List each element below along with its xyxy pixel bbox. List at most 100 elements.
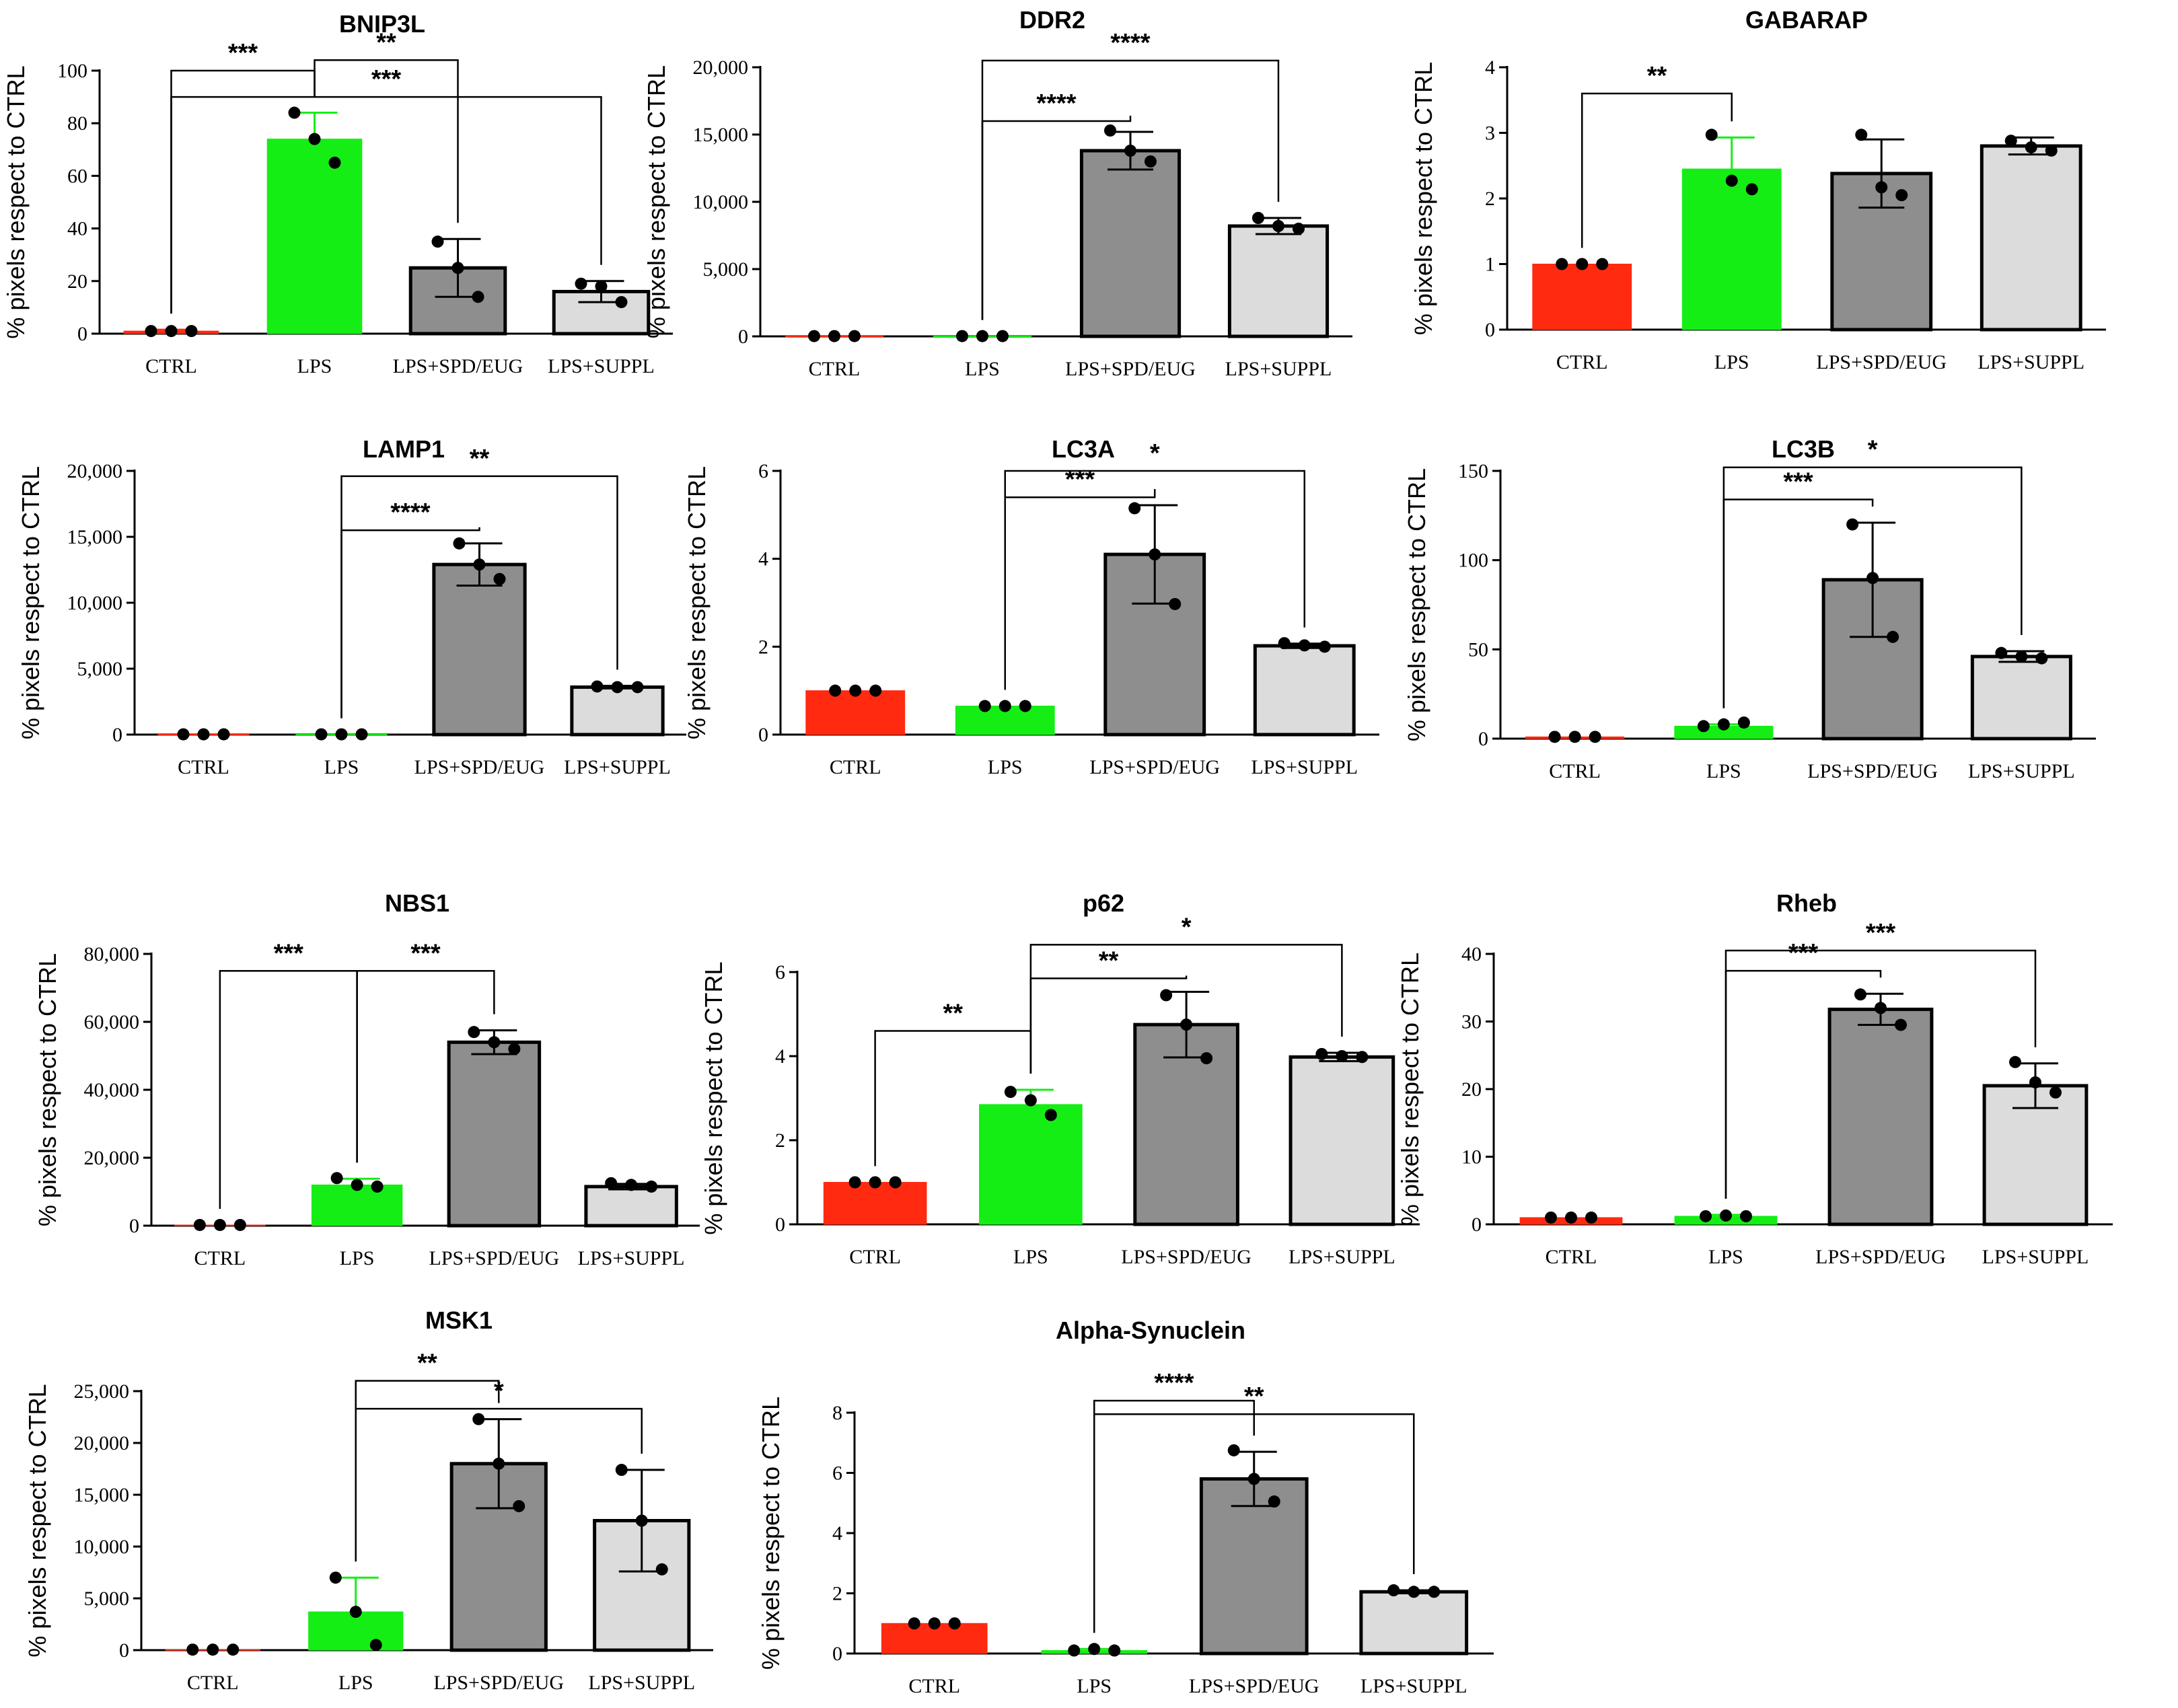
- x-tick-label: LPS+SPD/EUG: [1189, 1675, 1319, 1697]
- y-tick-label: 25,000: [74, 1380, 130, 1403]
- bar-lps-spd-eug: [432, 562, 527, 737]
- y-tick-label: 0: [77, 323, 87, 345]
- data-point: [908, 1617, 920, 1630]
- x-tick-label: LPS: [1708, 1246, 1743, 1268]
- x-tick-label: CTRL: [1556, 351, 1608, 373]
- y-tick-label: 10,000: [67, 592, 123, 614]
- y-tick-label: 0: [119, 1639, 129, 1662]
- x-tick-label: LPS+SPD/EUG: [1065, 358, 1196, 380]
- data-point: [431, 235, 444, 248]
- significance-label: ***: [274, 939, 304, 967]
- x-tick-label: CTRL: [849, 1246, 901, 1268]
- chart-panel-msk1: MSK1 % pixels respect to CTRL 0 5,000 10,000…: [24, 1306, 713, 1694]
- data-point: [635, 1514, 648, 1527]
- x-tick-label: LPS+SPD/EUG: [433, 1672, 564, 1694]
- chart-title: LC3A: [1052, 435, 1115, 463]
- y-tick-label: 2: [1485, 188, 1495, 210]
- data-point: [1044, 1109, 1057, 1121]
- x-tick-label: LPS+SPD/EUG: [414, 756, 545, 778]
- x-tick-label: LPS+SPD/EUG: [1089, 756, 1220, 778]
- significance-label: **: [376, 28, 396, 57]
- data-point: [468, 1026, 480, 1039]
- data-point: [848, 330, 861, 342]
- data-point: [1293, 223, 1305, 235]
- data-point: [1336, 1050, 1348, 1062]
- y-axis-label: % pixels respect to CTRL: [700, 961, 727, 1234]
- significance-label: **: [1647, 62, 1667, 90]
- data-point: [1247, 1473, 1260, 1485]
- data-point: [1019, 700, 1031, 712]
- bar-lps-spd-eug: [1827, 1007, 1934, 1226]
- y-tick-label: 2: [775, 1129, 785, 1152]
- x-tick-label: LPS: [965, 358, 1000, 380]
- significance-bracket: [1093, 1413, 1415, 1633]
- y-tick-label: 0: [1472, 1214, 1482, 1236]
- data-point: [177, 728, 190, 741]
- data-point: [493, 1457, 505, 1470]
- x-tick-label: LPS: [338, 1672, 373, 1694]
- x-tick-label: LPS+SPD/EUG: [1815, 1246, 1946, 1268]
- significance-label: ****: [1110, 29, 1150, 57]
- x-tick-label: LPS+SPD/EUG: [393, 355, 523, 377]
- data-point: [1568, 731, 1581, 743]
- y-tick-label: 20,000: [67, 460, 123, 482]
- significance-bracket: [1722, 498, 1874, 708]
- bar-lps-suppl: [1288, 1055, 1395, 1226]
- data-point: [488, 1036, 501, 1049]
- data-point: [330, 1172, 343, 1185]
- y-tick-label: 3: [1485, 122, 1495, 145]
- chart-title: BNIP3L: [339, 10, 425, 38]
- data-point: [869, 684, 882, 697]
- y-tick-label: 1: [1485, 254, 1495, 276]
- x-tick-label: LPS+SUPPL: [1982, 1246, 2089, 1268]
- data-point: [889, 1176, 902, 1189]
- y-axis-label: % pixels respect to CTRL: [1410, 62, 1437, 335]
- data-point: [193, 1218, 206, 1231]
- data-point: [217, 728, 230, 741]
- x-tick-label: LPS: [324, 756, 359, 778]
- data-point: [829, 684, 842, 697]
- bar-lps: [979, 1104, 1083, 1225]
- x-tick-label: LPS: [340, 1247, 375, 1269]
- x-tick-label: LPS+SUPPL: [564, 756, 671, 778]
- y-tick-label: 0: [129, 1215, 139, 1237]
- data-point: [1887, 630, 1899, 643]
- y-tick-label: 30: [1461, 1011, 1482, 1033]
- data-point: [227, 1643, 240, 1656]
- y-axis-label: % pixels respect to CTRL: [2, 65, 30, 338]
- data-point: [615, 1464, 628, 1477]
- data-point: [1160, 989, 1173, 1002]
- data-point: [349, 1606, 362, 1619]
- data-point: [2029, 1076, 2041, 1088]
- data-point: [1268, 1495, 1280, 1508]
- significance-label: ****: [1154, 1369, 1194, 1397]
- data-point: [1589, 731, 1601, 743]
- significance-label: ***: [1866, 919, 1896, 947]
- data-point: [1408, 1586, 1420, 1598]
- data-point: [1272, 220, 1284, 232]
- bar-lps-suppl: [1359, 1590, 1469, 1656]
- data-point: [849, 684, 862, 697]
- data-point: [1169, 597, 1182, 610]
- significance-label: *: [1150, 439, 1160, 468]
- y-tick-label: 0: [1478, 728, 1488, 750]
- bar-lps-spd-eug: [408, 266, 507, 336]
- data-point: [451, 262, 464, 274]
- y-axis-label: % pixels respect to CTRL: [1396, 953, 1424, 1226]
- bar-ctrl: [805, 690, 906, 735]
- y-tick-label: 0: [1485, 319, 1495, 341]
- x-tick-label: LPS: [297, 355, 332, 377]
- y-tick-label: 20: [1461, 1078, 1482, 1101]
- data-point: [631, 681, 644, 694]
- y-tick-label: 4: [832, 1522, 842, 1545]
- significance-bracket: [1029, 944, 1343, 1074]
- data-point: [1024, 1094, 1037, 1107]
- y-tick-label: 15,000: [67, 526, 123, 548]
- chart-title: GABARAP: [1745, 6, 1868, 34]
- x-tick-label: CTRL: [1546, 1246, 1597, 1268]
- y-axis-label: % pixels respect to CTRL: [1403, 468, 1430, 741]
- y-tick-label: 80,000: [84, 943, 140, 965]
- y-tick-label: 20,000: [84, 1147, 140, 1169]
- significance-label: *: [1182, 913, 1192, 941]
